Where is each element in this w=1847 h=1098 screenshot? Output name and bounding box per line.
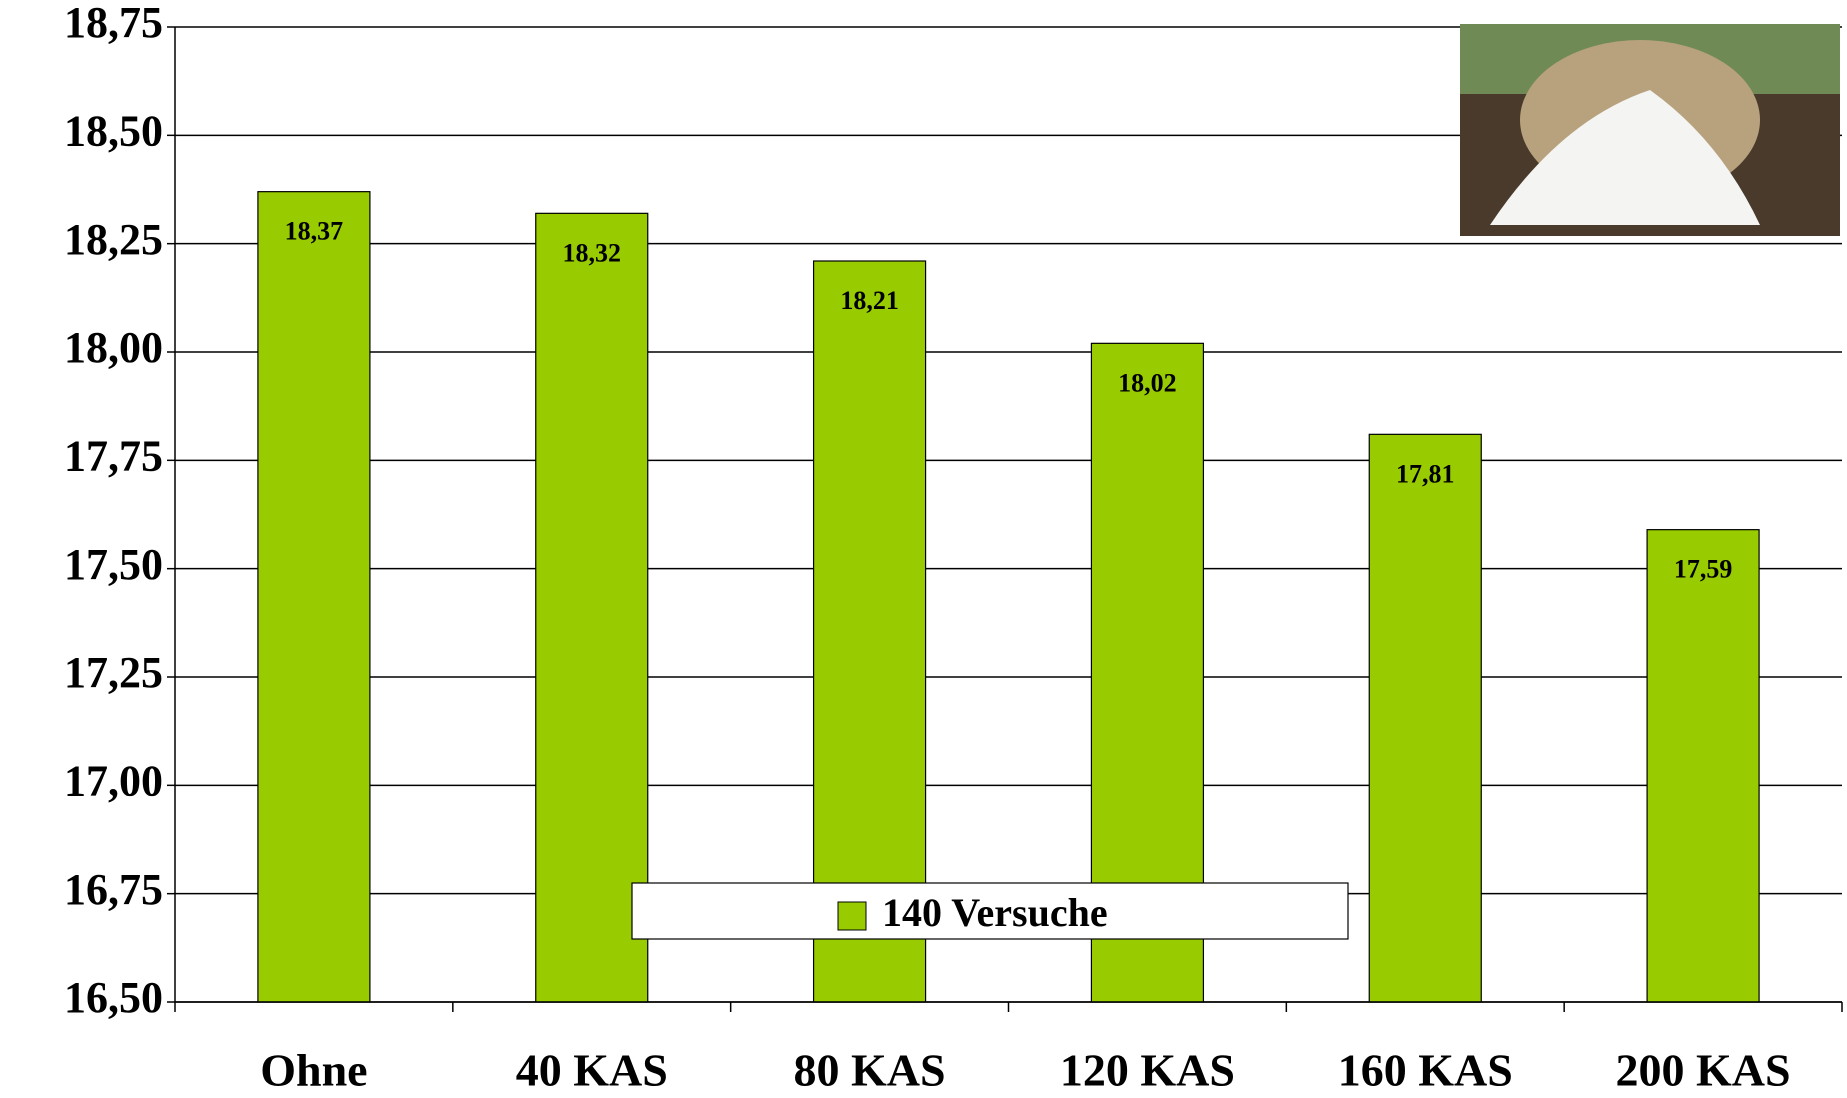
x-tick-label: 40 KAS	[516, 1045, 668, 1096]
value-label: 17,81	[1396, 459, 1455, 488]
x-tick-label: 200 KAS	[1616, 1045, 1791, 1096]
y-tick-label: 17,75	[64, 431, 163, 480]
x-tick-label: 160 KAS	[1338, 1045, 1513, 1096]
value-label: 17,59	[1674, 555, 1733, 584]
y-tick-label: 17,25	[64, 648, 163, 697]
legend: 140 Versuche	[631, 882, 1349, 940]
legend-label: 140 Versuche	[882, 890, 1108, 935]
x-tick-label: Ohne	[260, 1045, 367, 1096]
y-tick-label: 16,50	[64, 973, 163, 1022]
bar	[257, 191, 371, 1003]
y-tick-label: 18,75	[64, 0, 163, 47]
value-label: 18,21	[840, 286, 899, 315]
y-tick-label: 17,00	[64, 756, 163, 805]
y-tick-label: 18,00	[64, 323, 163, 372]
value-label: 18,02	[1118, 368, 1177, 397]
x-tick-label: 80 KAS	[794, 1045, 946, 1096]
bar	[812, 260, 927, 1003]
x-tick-label: 120 KAS	[1060, 1045, 1235, 1096]
value-label: 18,37	[285, 217, 344, 246]
y-tick-label: 18,25	[64, 215, 163, 264]
photo	[1460, 24, 1840, 236]
y-tick-label: 18,50	[64, 106, 163, 155]
y-tick-label: 17,50	[64, 540, 163, 589]
value-label: 18,32	[563, 238, 622, 267]
legend-swatch	[837, 901, 867, 931]
bar	[535, 212, 649, 1003]
bar	[1646, 529, 1760, 1003]
y-tick-label: 16,75	[64, 865, 163, 914]
legend-box	[631, 882, 1349, 940]
bar	[1368, 433, 1482, 1003]
